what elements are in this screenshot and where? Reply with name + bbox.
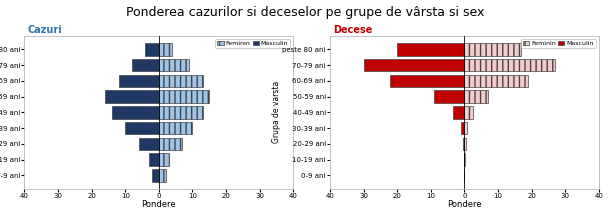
- Bar: [145, 43, 159, 56]
- Bar: [434, 90, 464, 103]
- Bar: [159, 43, 172, 56]
- Bar: [464, 90, 488, 103]
- X-axis label: Pondere: Pondere: [447, 200, 481, 209]
- Bar: [464, 74, 529, 87]
- Bar: [464, 122, 467, 134]
- Bar: [464, 106, 473, 119]
- Y-axis label: Grupa de varsta: Grupa de varsta: [272, 81, 281, 144]
- Bar: [159, 138, 182, 150]
- Text: Cazuri: Cazuri: [27, 25, 62, 35]
- Bar: [148, 153, 159, 166]
- Bar: [125, 122, 159, 134]
- Bar: [112, 106, 159, 119]
- Bar: [463, 138, 464, 150]
- Text: Ponderea cazurilor si deceselor pe grupe de vârsta si sex: Ponderea cazurilor si deceselor pe grupe…: [126, 6, 485, 19]
- Bar: [159, 106, 202, 119]
- Bar: [464, 153, 465, 166]
- X-axis label: Pondere: Pondere: [142, 200, 176, 209]
- Bar: [159, 122, 192, 134]
- Bar: [461, 122, 464, 134]
- Bar: [464, 59, 555, 71]
- Bar: [159, 74, 202, 87]
- Bar: [139, 138, 159, 150]
- Bar: [464, 43, 522, 56]
- Legend: Feminin, Masculin: Feminin, Masculin: [521, 39, 596, 48]
- Bar: [152, 169, 159, 182]
- Bar: [159, 59, 189, 71]
- Bar: [453, 106, 464, 119]
- Text: Decese: Decese: [332, 25, 372, 35]
- Bar: [464, 138, 466, 150]
- Bar: [132, 59, 159, 71]
- Bar: [159, 90, 209, 103]
- Bar: [159, 153, 169, 166]
- Bar: [364, 59, 464, 71]
- Bar: [390, 74, 464, 87]
- Legend: Feminin, Masculin: Feminin, Masculin: [216, 39, 290, 48]
- Bar: [397, 43, 464, 56]
- Bar: [105, 90, 159, 103]
- Bar: [159, 169, 166, 182]
- Bar: [119, 74, 159, 87]
